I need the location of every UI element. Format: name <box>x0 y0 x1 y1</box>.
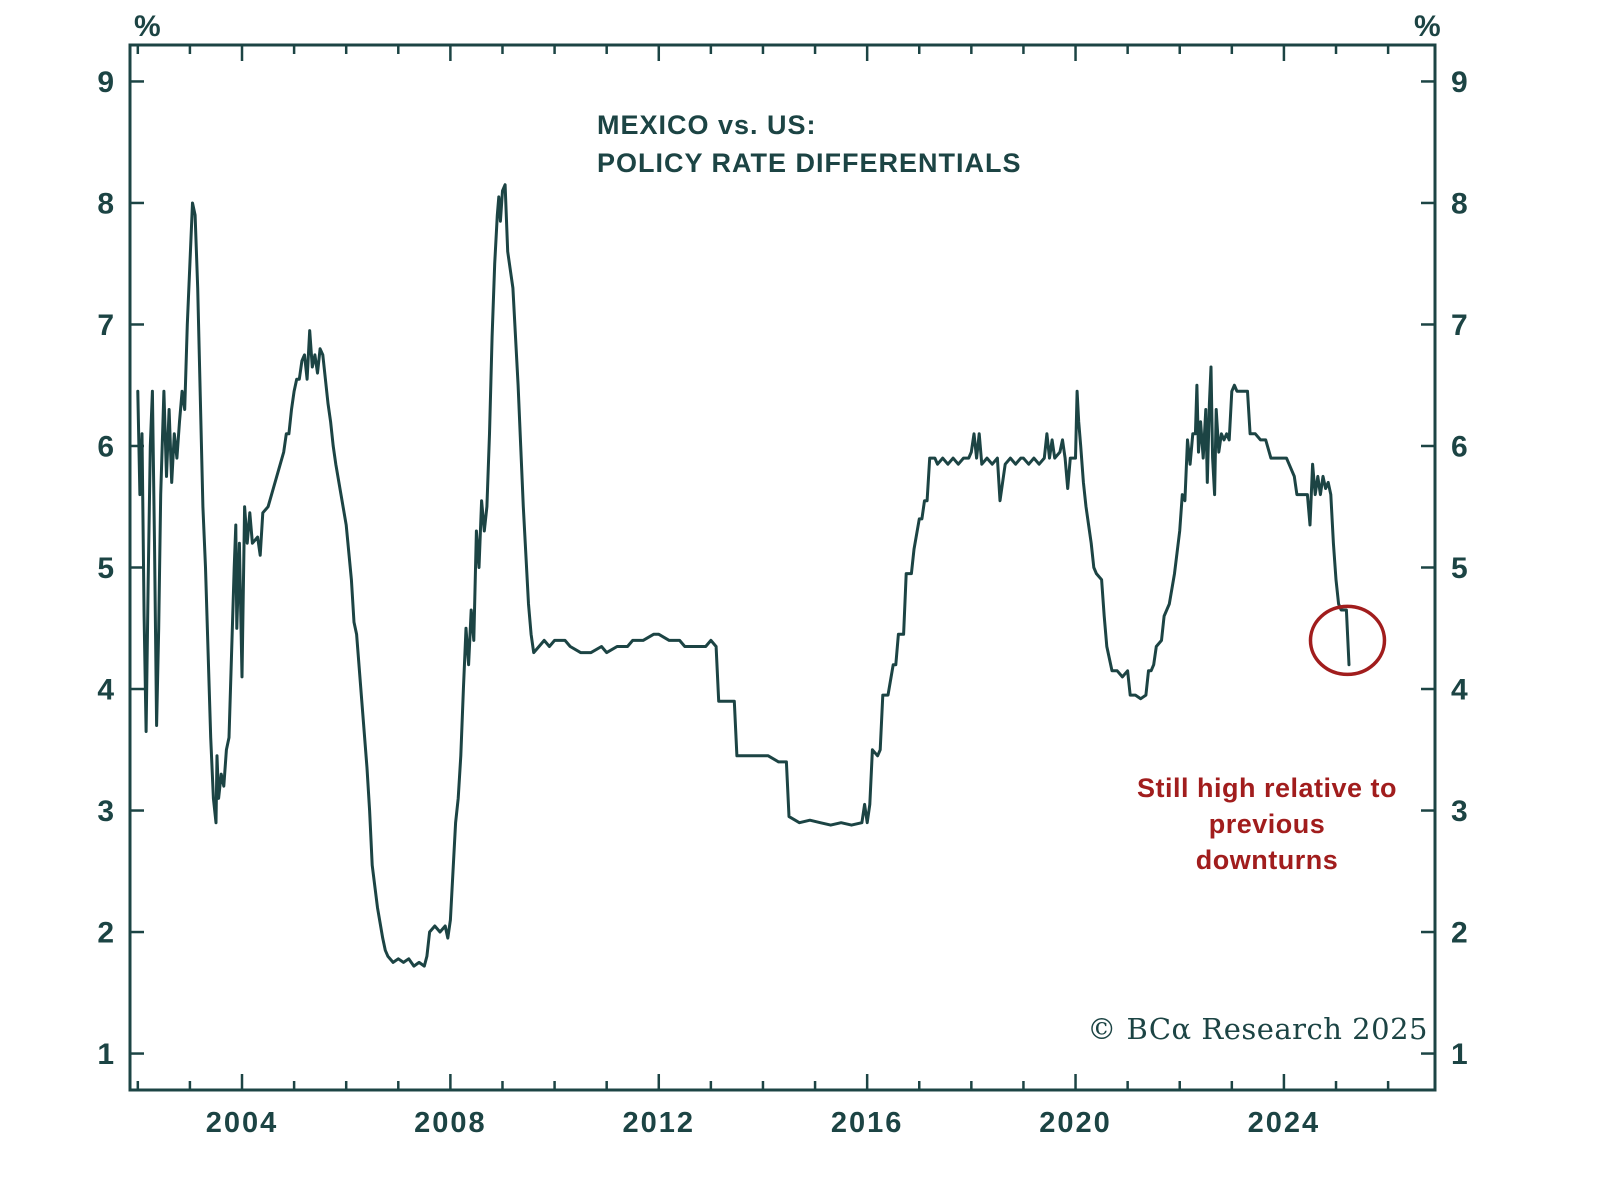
y-tick-label-left: 8 <box>97 187 114 220</box>
y-axis-unit-right: % <box>1414 10 1441 43</box>
y-tick-label-left: 9 <box>97 66 114 99</box>
y-tick-label-left: 4 <box>97 674 114 707</box>
plot-frame <box>128 43 1437 1092</box>
annotation-line1: Still high relative to <box>1136 773 1398 803</box>
x-tick-label: 2008 <box>414 1107 487 1139</box>
y-tick-label-left: 7 <box>97 309 114 342</box>
x-tick-label: 2004 <box>206 1107 279 1139</box>
highlight-circle <box>1308 604 1387 677</box>
x-axis-ticks: 2004 2008 2012 2016 2020 2024 <box>136 45 1390 1139</box>
x-tick-label: 2020 <box>1039 1107 1112 1139</box>
y-tick-label-left: 2 <box>97 917 114 950</box>
y-tick-label-left: 6 <box>97 430 114 463</box>
y-tick-label-left: 3 <box>97 795 114 828</box>
x-tick-label: 2024 <box>1248 1107 1321 1139</box>
y-tick-label-right: 7 <box>1451 309 1468 342</box>
y-tick-label-right: 1 <box>1451 1038 1468 1071</box>
y-tick-label-right: 4 <box>1451 674 1468 707</box>
y-tick-label-right: 3 <box>1451 795 1468 828</box>
annotation-still-high: Still high relative to previous downturn… <box>1087 770 1447 878</box>
chart-title-line1: MEXICO vs. US: <box>597 110 817 140</box>
y-axis-ticks: 1 1 2 2 3 3 4 4 5 5 6 6 7 7 8 8 9 9 <box>97 66 1468 1071</box>
chart-title: MEXICO vs. US: POLICY RATE DIFFERENTIALS <box>597 106 1022 182</box>
copyright-text: © BCα Research 2025 <box>1087 1012 1428 1046</box>
y-tick-label-left: 1 <box>97 1038 114 1071</box>
y-tick-label-right: 6 <box>1451 430 1468 463</box>
x-tick-label: 2016 <box>831 1107 904 1139</box>
chart-title-line2: POLICY RATE DIFFERENTIALS <box>597 148 1022 178</box>
y-tick-label-right: 2 <box>1451 917 1468 950</box>
annotation-line2: previous <box>1208 809 1326 839</box>
y-tick-label-left: 5 <box>97 552 114 585</box>
y-tick-label-right: 5 <box>1451 552 1468 585</box>
y-tick-label-right: 8 <box>1451 187 1468 220</box>
annotation-line3: downturns <box>1195 845 1339 875</box>
x-tick-label: 2012 <box>623 1107 696 1139</box>
rate-differential-line <box>136 183 1351 968</box>
y-tick-label-right: 9 <box>1451 66 1468 99</box>
y-axis-unit-left: % <box>134 10 161 43</box>
